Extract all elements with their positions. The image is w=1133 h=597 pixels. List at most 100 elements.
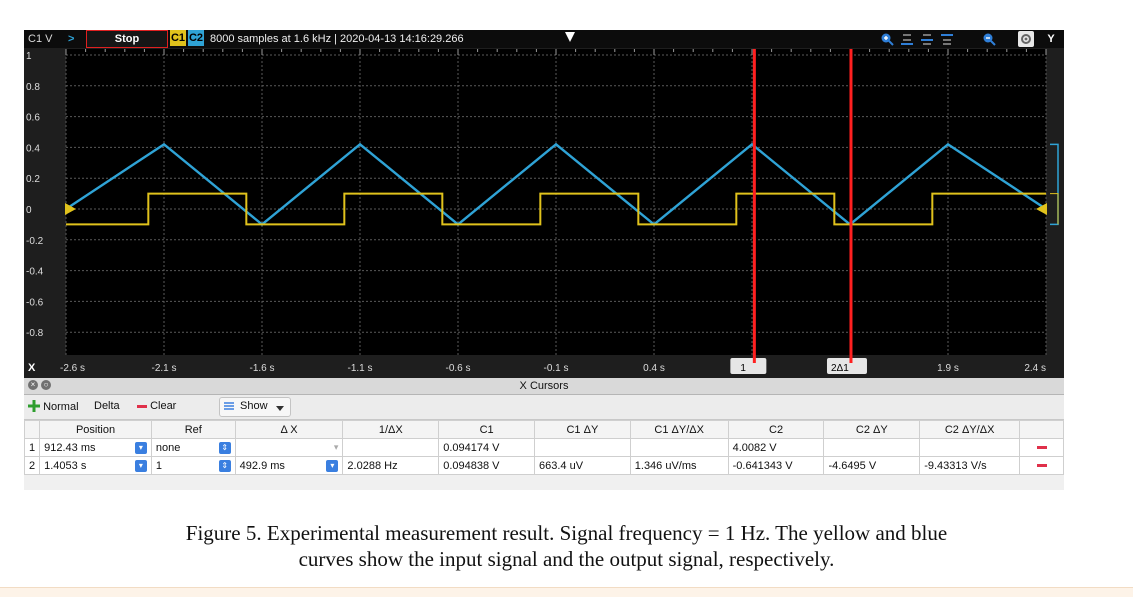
position-value[interactable]: 912.43 ms bbox=[44, 441, 96, 454]
x-tick-label: -2.6 s bbox=[60, 363, 85, 374]
stop-button[interactable]: Stop bbox=[86, 30, 168, 48]
panel-title: X Cursors bbox=[519, 380, 569, 392]
column-header[interactable]: C2 bbox=[727, 420, 825, 439]
remove-cursor-button[interactable] bbox=[1019, 456, 1064, 475]
align-middle-icon[interactable] bbox=[920, 32, 934, 50]
show-dropdown[interactable]: Show bbox=[219, 397, 291, 417]
ref-value[interactable]: none bbox=[155, 441, 181, 454]
stepper-icon[interactable]: ⇕ bbox=[218, 441, 231, 454]
column-header[interactable]: C1 ΔY bbox=[534, 420, 631, 439]
position-field[interactable]: 912.43 ms ▾ bbox=[39, 438, 152, 457]
expand-arrow-icon[interactable]: > bbox=[68, 33, 75, 45]
align-top-icon[interactable] bbox=[940, 32, 954, 50]
zoom-in-icon[interactable] bbox=[880, 32, 894, 50]
column-header[interactable]: Ref bbox=[150, 420, 236, 439]
scope-toolbar: C1 V > Stop C1 C2 8000 samples at 1.6 kH… bbox=[24, 30, 1064, 48]
y-tick-label: 0.8 bbox=[26, 82, 40, 93]
position-value[interactable]: 1.4053 s bbox=[44, 459, 87, 472]
zero-level-marker-left-icon[interactable] bbox=[65, 203, 76, 215]
y-tick-label: 0.2 bbox=[26, 174, 40, 185]
input-signal-trace bbox=[66, 192, 1046, 226]
column-header[interactable]: 1/ΔX bbox=[342, 420, 440, 439]
zero-level-marker-right-icon[interactable] bbox=[1036, 203, 1047, 215]
zoom-out-icon[interactable] bbox=[982, 32, 996, 50]
c2-cell: 4.0082 V bbox=[727, 438, 825, 457]
cursor-1-value-box[interactable] bbox=[730, 358, 767, 374]
c2-dydx-cell: -9.43313 V/s bbox=[919, 456, 1021, 475]
dx-field[interactable]: ▾ bbox=[234, 438, 344, 457]
normal-button[interactable]: Normal bbox=[28, 400, 79, 413]
y-tick-label: 1 bbox=[26, 51, 32, 62]
remove-cursor-button[interactable] bbox=[1019, 438, 1064, 457]
dx-field[interactable]: 492.9 ms ▾ bbox=[234, 456, 344, 475]
normal-label: Normal bbox=[43, 401, 79, 413]
c2-range-indicator bbox=[1050, 143, 1059, 226]
plot-area[interactable]: 10.80.60.40.20-0.2-0.4-0.6-0.8-1X-2.6 s-… bbox=[24, 30, 1064, 378]
caption-line-2: curves show the input signal and the out… bbox=[298, 547, 835, 571]
chevron-down-icon[interactable]: ▾ bbox=[134, 441, 147, 454]
page-divider bbox=[0, 587, 1133, 597]
c1-dy-cell: 663.4 uV bbox=[534, 456, 631, 475]
column-header bbox=[23, 420, 41, 439]
close-panel-icon[interactable]: × bbox=[28, 380, 38, 390]
y-axis-button[interactable]: Y bbox=[1047, 33, 1055, 45]
x-axis-label[interactable]: X bbox=[28, 362, 36, 374]
table-row: 2 1.4053 s ▾ 1 ⇕ 492.9 ms ▾ 2.0288 Hz 0.094… bbox=[23, 456, 1064, 475]
position-field[interactable]: 1.4053 s ▾ bbox=[39, 456, 152, 475]
ref-field[interactable]: none ⇕ bbox=[150, 438, 236, 457]
trigger-marker-icon[interactable] bbox=[564, 31, 576, 49]
align-bottom-icon[interactable] bbox=[900, 32, 914, 50]
clear-button[interactable]: Clear bbox=[137, 400, 176, 412]
c2-cell: -0.641343 V bbox=[727, 456, 825, 475]
x-tick-label: -0.1 s bbox=[543, 363, 568, 374]
minus-icon bbox=[1036, 464, 1047, 468]
table-header-row: Position Ref Δ X 1/ΔX C1 C1 ΔY C1 ΔY/ΔX … bbox=[23, 420, 1064, 439]
dx-value[interactable]: 492.9 ms bbox=[239, 459, 285, 472]
inv-dx-cell: 2.0288 Hz bbox=[342, 456, 440, 475]
inv-dx-cell bbox=[342, 438, 440, 457]
figure-caption: Figure 5. Experimental measurement resul… bbox=[0, 520, 1133, 572]
x-tick-label: 1.9 s bbox=[937, 363, 959, 374]
x-cursors-panel: × ○ X Cursors Normal Delta Clear Show bbox=[23, 378, 1064, 490]
c2-button[interactable]: C2 bbox=[188, 30, 204, 46]
row-index: 1 bbox=[23, 438, 41, 457]
caption-line-1: Figure 5. Experimental measurement resul… bbox=[185, 521, 948, 545]
panel-title-bar: × ○ X Cursors bbox=[24, 378, 1064, 395]
y-tick-label: 0.6 bbox=[26, 113, 40, 124]
cursor-2-value[interactable]: 2Δ1 bbox=[831, 363, 849, 374]
output-signal-trace bbox=[65, 142, 1047, 226]
panel-toolbar: Normal Delta Clear Show bbox=[24, 395, 1064, 420]
cursor-1-value[interactable]: 1 bbox=[740, 363, 746, 374]
column-header[interactable]: C2 ΔY/ΔX bbox=[919, 420, 1021, 439]
settings-gear-icon[interactable] bbox=[1018, 31, 1034, 47]
x-tick-label: -1.6 s bbox=[249, 363, 274, 374]
chevron-down-icon[interactable]: ▾ bbox=[333, 442, 339, 452]
ref-value[interactable]: 1 bbox=[155, 459, 163, 472]
y-tick-label: 0.4 bbox=[26, 143, 40, 154]
c1-button[interactable]: C1 bbox=[170, 30, 186, 46]
y-tick-label: -0.8 bbox=[26, 328, 44, 339]
chevron-down-icon[interactable]: ▾ bbox=[326, 459, 339, 472]
c2-dydx-cell bbox=[919, 438, 1021, 457]
delta-button[interactable]: Delta bbox=[94, 400, 120, 412]
acquisition-info: 8000 samples at 1.6 kHz | 2020-04-13 14:… bbox=[210, 33, 464, 45]
y-tick-label: -0.4 bbox=[26, 267, 44, 278]
column-header[interactable]: Δ X bbox=[234, 420, 344, 439]
column-header[interactable]: C2 ΔY bbox=[823, 420, 921, 439]
chevron-down-icon[interactable]: ▾ bbox=[134, 459, 147, 472]
cursor-2-value-box[interactable] bbox=[826, 358, 867, 374]
c1-range-indicator bbox=[1050, 193, 1059, 225]
restore-panel-icon[interactable]: ○ bbox=[41, 380, 51, 390]
x-axis-bar bbox=[24, 355, 1064, 378]
ref-field[interactable]: 1 ⇕ bbox=[150, 456, 236, 475]
chevron-down-icon bbox=[276, 403, 284, 415]
minus-icon bbox=[1036, 446, 1047, 450]
c1-cell: 0.094838 V bbox=[438, 456, 536, 475]
clear-label: Clear bbox=[150, 400, 177, 412]
column-header[interactable]: Position bbox=[39, 420, 152, 439]
c2-dy-cell bbox=[823, 438, 921, 457]
show-label: Show bbox=[240, 400, 268, 412]
column-header[interactable]: C1 bbox=[438, 420, 536, 439]
column-header[interactable]: C1 ΔY/ΔX bbox=[629, 420, 729, 439]
stepper-icon[interactable]: ⇕ bbox=[218, 459, 231, 472]
